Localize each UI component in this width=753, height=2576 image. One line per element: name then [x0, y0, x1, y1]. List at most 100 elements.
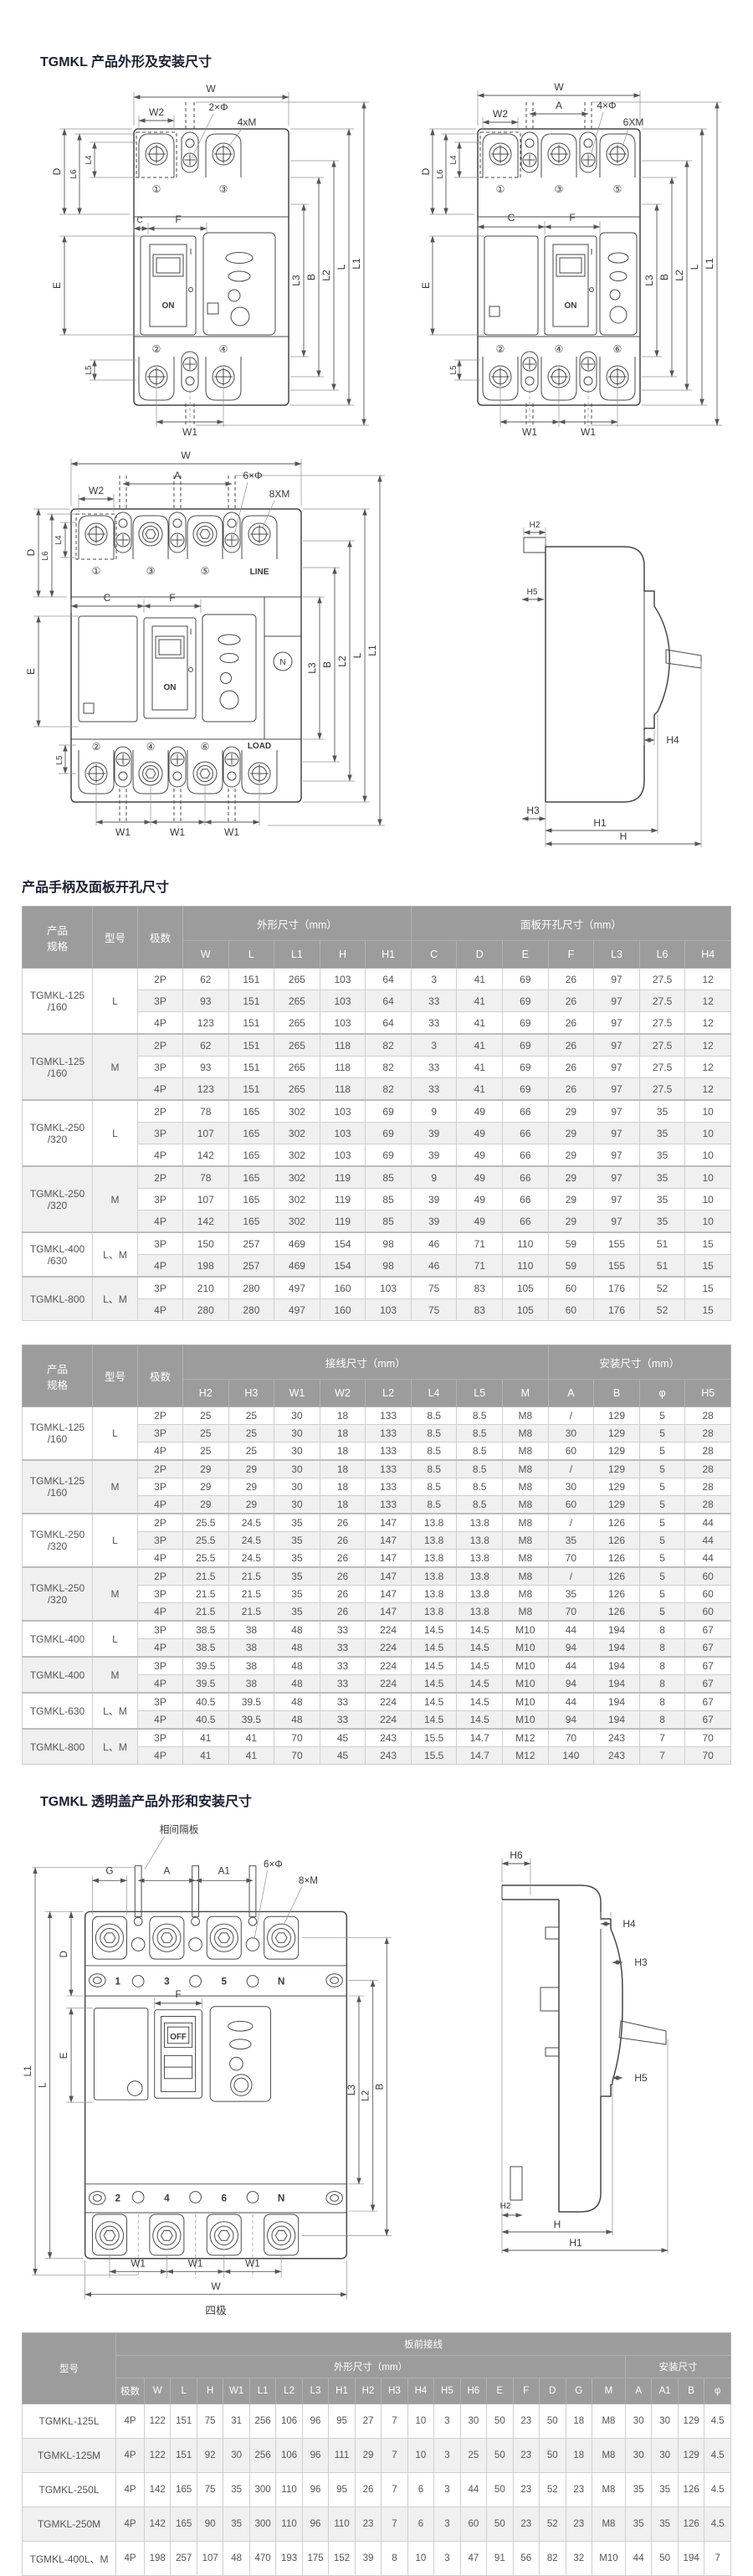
table-cell: 5: [638, 1549, 686, 1568]
terminal-3: ③: [555, 183, 564, 195]
table-cell: TGMKL-400 /630: [22, 1231, 93, 1278]
table-cell: 3P: [137, 990, 183, 1012]
table-cell: M10: [502, 1620, 549, 1639]
table-cell: L、M: [92, 1276, 138, 1321]
table-cell: 94: [547, 1674, 595, 1694]
table-cell: 280: [228, 1298, 275, 1321]
table-cell: 48: [274, 1692, 320, 1711]
table-cell: 129: [593, 1495, 640, 1514]
table-cell: 14.5: [410, 1692, 458, 1711]
table-cell: 35: [638, 1099, 686, 1123]
table-cell: 29: [228, 1459, 275, 1478]
column-header: W: [182, 940, 229, 969]
table-cell: 39.5: [182, 1656, 229, 1675]
table-cell: 4P: [115, 2472, 145, 2507]
table-cell: 90: [196, 2507, 224, 2542]
table-cell: 69: [502, 1077, 549, 1101]
terminal-4: ④: [219, 343, 228, 355]
table-cell: 18: [565, 2404, 592, 2439]
handle-i-mark: I: [190, 628, 192, 637]
table-cell: M8: [502, 1549, 549, 1568]
dim-w: W: [181, 450, 191, 461]
dim-w1: W1: [522, 426, 537, 438]
table-cell: 12: [684, 990, 731, 1012]
table-cell: M10: [502, 1692, 549, 1711]
table-cell: 14.5: [410, 1710, 458, 1730]
table-cell: 14.5: [410, 1674, 458, 1694]
column-header: 产品 规格: [22, 1345, 93, 1407]
table-cell: 15.5: [410, 1746, 458, 1765]
column-header: W1: [274, 1379, 320, 1407]
handle-off-label: OFF: [170, 2033, 187, 2042]
table-cell: 94: [547, 1710, 595, 1730]
table-cell: 97: [593, 1033, 640, 1057]
drawing-front-4p: ① ③ ⑤ LINE ON I: [25, 450, 385, 838]
table-cell: 25: [459, 2438, 488, 2473]
table-cell: 165: [170, 2507, 197, 2542]
section-title-transparent-cover: TGMKL 透明盖产品外形和安装尺寸: [40, 1795, 253, 1809]
table-cell: 122: [143, 2404, 172, 2439]
dim-a: A: [163, 1865, 170, 1876]
table-cell: 8.5: [456, 1495, 504, 1514]
table-cell: 8.5: [410, 1459, 458, 1478]
table-cell: 70: [547, 1602, 595, 1622]
table-cell: 5: [638, 1406, 686, 1425]
table-cell: 52: [539, 2472, 566, 2507]
table-row: TGMKL-400 L 3P 38.5 38 48 33 224 14.5 14.5 M10 44 19…: [22, 1620, 731, 1658]
table-cell: 140: [547, 1746, 595, 1765]
table-cell: 31: [223, 2404, 250, 2439]
table-cell: 224: [365, 1620, 412, 1639]
table-cell: 25: [228, 1424, 275, 1442]
table-cell: 27.5: [638, 1077, 686, 1101]
table-cell: 50: [651, 2541, 679, 2576]
table-cell: 302: [274, 1188, 320, 1211]
column-header: M: [591, 2378, 626, 2404]
table-cell: 103: [319, 1011, 366, 1035]
table-cell: M12: [502, 1728, 549, 1747]
dim-h2: H2: [530, 521, 540, 530]
table-cell: 44: [684, 1549, 731, 1568]
accessory-panel: [202, 614, 257, 722]
pole-6: 6: [222, 2193, 228, 2203]
dim-f: F: [175, 1989, 181, 2000]
table-row: 3P 107 165 302 103 69 39 49 66 29 97 35 10: [23, 1122, 731, 1144]
column-header: A: [624, 2378, 653, 2404]
dim-l5: L5: [85, 365, 94, 375]
table-cell: 29: [182, 1478, 229, 1496]
table-cell: 33: [410, 1056, 458, 1078]
table-cell: 82: [539, 2541, 566, 2576]
table-cell: 12: [684, 1056, 731, 1078]
table-cell: TGMKL-800: [22, 1728, 93, 1765]
table-cell: 15.5: [410, 1728, 458, 1747]
table-cell: TGMKL-250 /320: [22, 1099, 93, 1167]
table-cell: 14.5: [456, 1620, 504, 1639]
table-cell: 26: [547, 1011, 595, 1035]
table-cell: 129: [677, 2404, 705, 2439]
table-cell: 4P: [115, 2507, 145, 2542]
table-cell: 126: [593, 1513, 640, 1532]
table-cell: 33: [410, 990, 458, 1012]
table-cell: 25: [182, 1406, 229, 1425]
table-cell: 155: [593, 1231, 640, 1255]
table-cell: 33: [319, 1620, 366, 1639]
table-cell: 27.5: [638, 1011, 686, 1035]
table-cell: 67: [684, 1674, 731, 1694]
table-cell: 41: [182, 1746, 229, 1765]
table-cell: 265: [274, 1056, 320, 1078]
dim-l: L: [351, 652, 363, 658]
dim-l2: L2: [320, 270, 332, 281]
column-header: F: [547, 940, 595, 969]
dim-l: L: [38, 2082, 49, 2088]
table-cell: 2P: [137, 1033, 183, 1057]
table-cell: 35: [624, 2507, 653, 2542]
table-cell: 4P: [137, 1298, 183, 1321]
column-header: H3: [381, 2378, 408, 2404]
table-cell: 66: [502, 1165, 549, 1189]
column-header: H5: [433, 2378, 461, 2404]
table-cell: 70: [274, 1746, 320, 1765]
table-cell: 470: [248, 2541, 277, 2576]
table-cell: 8.5: [410, 1406, 458, 1425]
table-cell: M8: [502, 1459, 549, 1478]
table-cell: TGMKL-125M: [22, 2438, 116, 2473]
table-cell: 4P: [137, 1254, 183, 1278]
